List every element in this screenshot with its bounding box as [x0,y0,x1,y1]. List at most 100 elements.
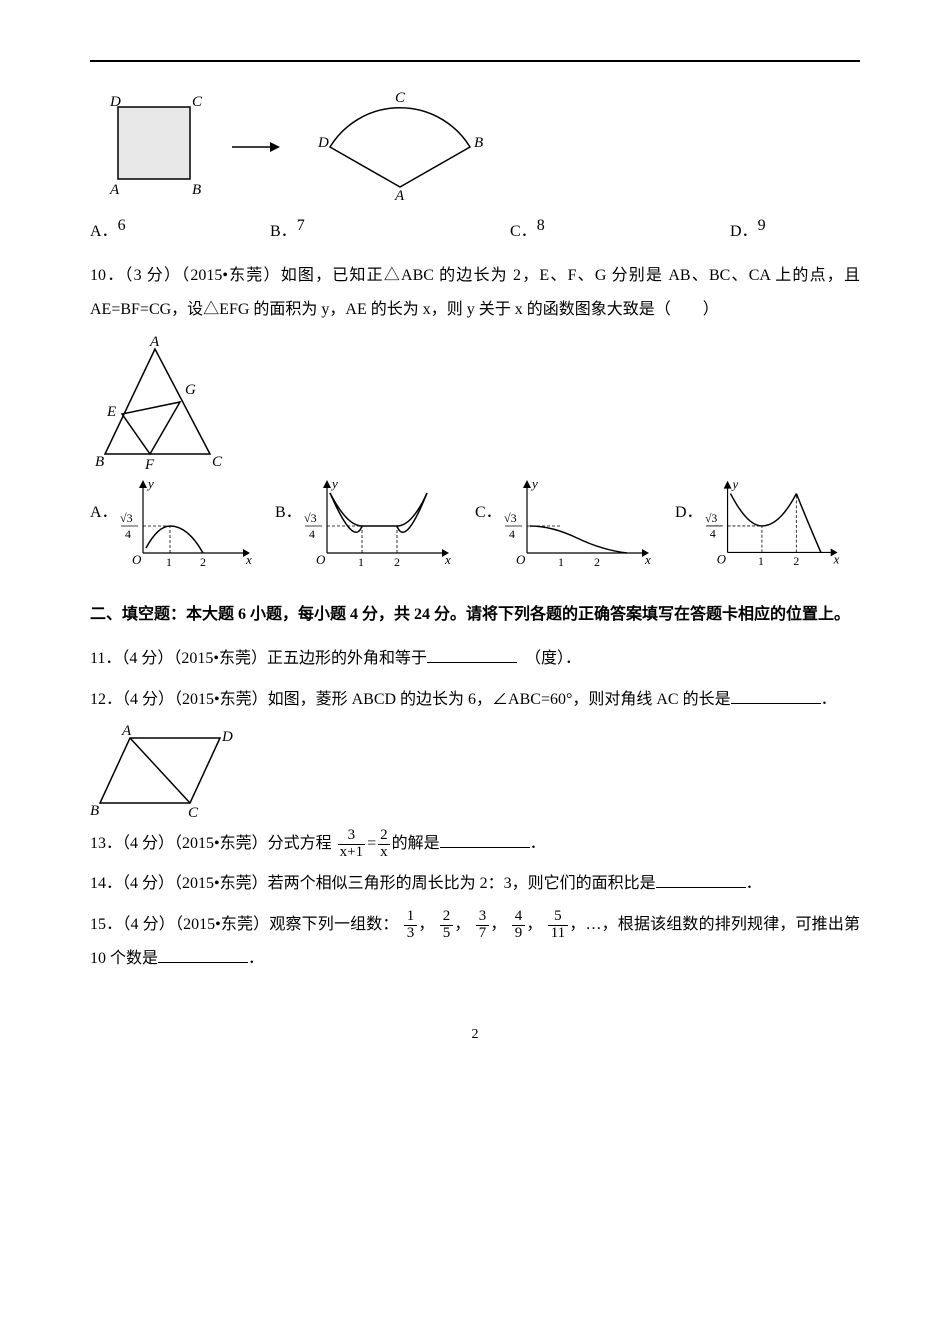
svg-text:y: y [730,478,738,492]
q12-text: 12．（4 分）（2015•东莞）如图，菱形 ABCD 的边长为 6，∠ABC=… [90,683,860,717]
q13-mid: 的解是 [392,835,440,852]
svg-text:2: 2 [200,555,206,568]
q10-option-c: C． O x y 1 2 √3 4 [475,478,675,568]
svg-text:√3: √3 [304,511,317,525]
svg-text:2: 2 [793,555,799,568]
seq-frac-4: 49 [511,909,527,942]
blank [158,946,248,963]
label-B: B [90,803,99,819]
opt-label: D． [730,217,758,241]
num: 2 [378,828,390,845]
blank [440,831,530,848]
q14-text: 14．（4 分）（2015•东莞）若两个相似三角形的周长比为 2：3，则它们的面… [90,867,860,901]
label-G: G [185,382,196,398]
q10-option-b: B． O x y 1 2 √3 4 [275,478,475,568]
label-B: B [192,182,201,198]
opt-label: A． [90,217,118,241]
label-C: C [192,94,203,110]
blank [656,871,746,888]
svg-text:x: x [245,552,252,567]
svg-text:O: O [716,552,725,566]
q12-post: ． [821,691,837,708]
num: 3 [338,828,365,845]
label-D: D [317,135,329,151]
svg-text:1: 1 [558,555,564,568]
opt-label: B． [270,217,297,241]
q15-pre: 15．（4 分）（2015•东莞）观察下列一组数： [90,916,399,933]
top-rule [90,60,860,62]
q12-pre: 12．（4 分）（2015•东莞）如图，菱形 ABCD 的边长为 6，∠ABC=… [90,691,731,708]
opt-label: B． [275,478,302,522]
label-C: C [395,92,406,106]
eq: = [367,835,376,852]
opt-label: C． [510,217,537,241]
seq-frac-5: 511 [547,909,569,942]
svg-text:√3: √3 [705,512,717,525]
q11-pre: 11．（4 分）（2015•东莞）正五边形的外角和等于 [90,650,427,667]
q15-post: ． [248,950,264,967]
q10-graph-b: O x y 1 2 √3 4 [302,478,457,568]
opt-value: 6 [118,217,126,235]
label-C: C [212,454,223,470]
svg-text:4: 4 [125,527,131,541]
svg-text:1: 1 [166,555,172,568]
q14-post: ． [746,875,762,892]
arrow-icon [230,137,280,157]
q12-rhombus-svg: A D B C [90,723,240,823]
q9-option-a: A．6 [90,217,270,241]
svg-text:x: x [444,552,451,567]
q11-post: （度）． [533,650,581,667]
q9-figures: D C A B A D B C [100,92,860,202]
q10-option-d: D． O x y 1 2 √3 4 [675,478,845,568]
q9-sector-svg: A D B C [300,92,500,202]
label-B: B [474,135,483,151]
svg-text:√3: √3 [504,511,517,525]
svg-text:y: y [330,478,338,491]
seq-frac-3: 37 [475,909,491,942]
q9-option-b: B．7 [270,217,510,241]
svg-text:y: y [530,478,538,491]
opt-value: 9 [758,217,766,235]
svg-text:O: O [132,552,142,567]
page-container: D C A B A D B C A．6 B．7 C．8 D．9 10．（3 分）… [0,0,950,1083]
svg-text:1: 1 [358,555,364,568]
q13-text: 13．（4 分）（2015•东莞）分式方程 3x+1=2x的解是． [90,827,860,861]
svg-text:4: 4 [509,527,515,541]
svg-text:1: 1 [758,555,764,568]
label-A: A [394,188,405,202]
section-2-title: 二、填空题：本大题 6 小题，每小题 4 分，共 24 分。请将下列各题的正确答… [90,598,860,632]
q13-pre: 13．（4 分）（2015•东莞）分式方程 [90,835,332,852]
frac-rhs: 2x [376,828,392,861]
q14-pre: 14．（4 分）（2015•东莞）若两个相似三角形的周长比为 2：3，则它们的面… [90,875,656,892]
q10-options: A． O x y 1 2 √3 4 B． [90,478,860,568]
opt-value: 8 [537,217,545,235]
q11-text: 11．（4 分）（2015•东莞）正五边形的外角和等于 （度）． [90,642,860,676]
label-D: D [221,729,233,745]
svg-text:O: O [516,552,526,567]
label-B: B [95,454,104,470]
seq-frac-1: 13 [403,909,419,942]
label-A: A [121,723,132,739]
opt-label: C． [475,478,502,522]
opt-value: 7 [297,217,305,235]
svg-text:2: 2 [394,555,400,568]
blank [731,687,821,704]
den: x+1 [338,845,365,861]
q10-graph-d: O x y 1 2 √3 4 [703,478,845,568]
svg-text:O: O [316,552,326,567]
label-A: A [149,334,160,350]
page-number: 2 [90,1027,860,1043]
q10-triangle-svg: A B C E F G [90,334,240,474]
svg-text:2: 2 [594,555,600,568]
frac-lhs: 3x+1 [336,828,367,861]
q10-graph-a: O x y 1 2 √3 4 [118,478,258,568]
svg-text:y: y [146,478,154,491]
den: x [378,845,390,861]
svg-text:x: x [832,552,839,566]
label-C: C [188,805,199,821]
svg-text:4: 4 [309,527,315,541]
label-E: E [106,404,116,420]
q9-option-d: D．9 [730,217,860,241]
svg-text:√3: √3 [120,511,133,525]
opt-label: D． [675,478,703,522]
